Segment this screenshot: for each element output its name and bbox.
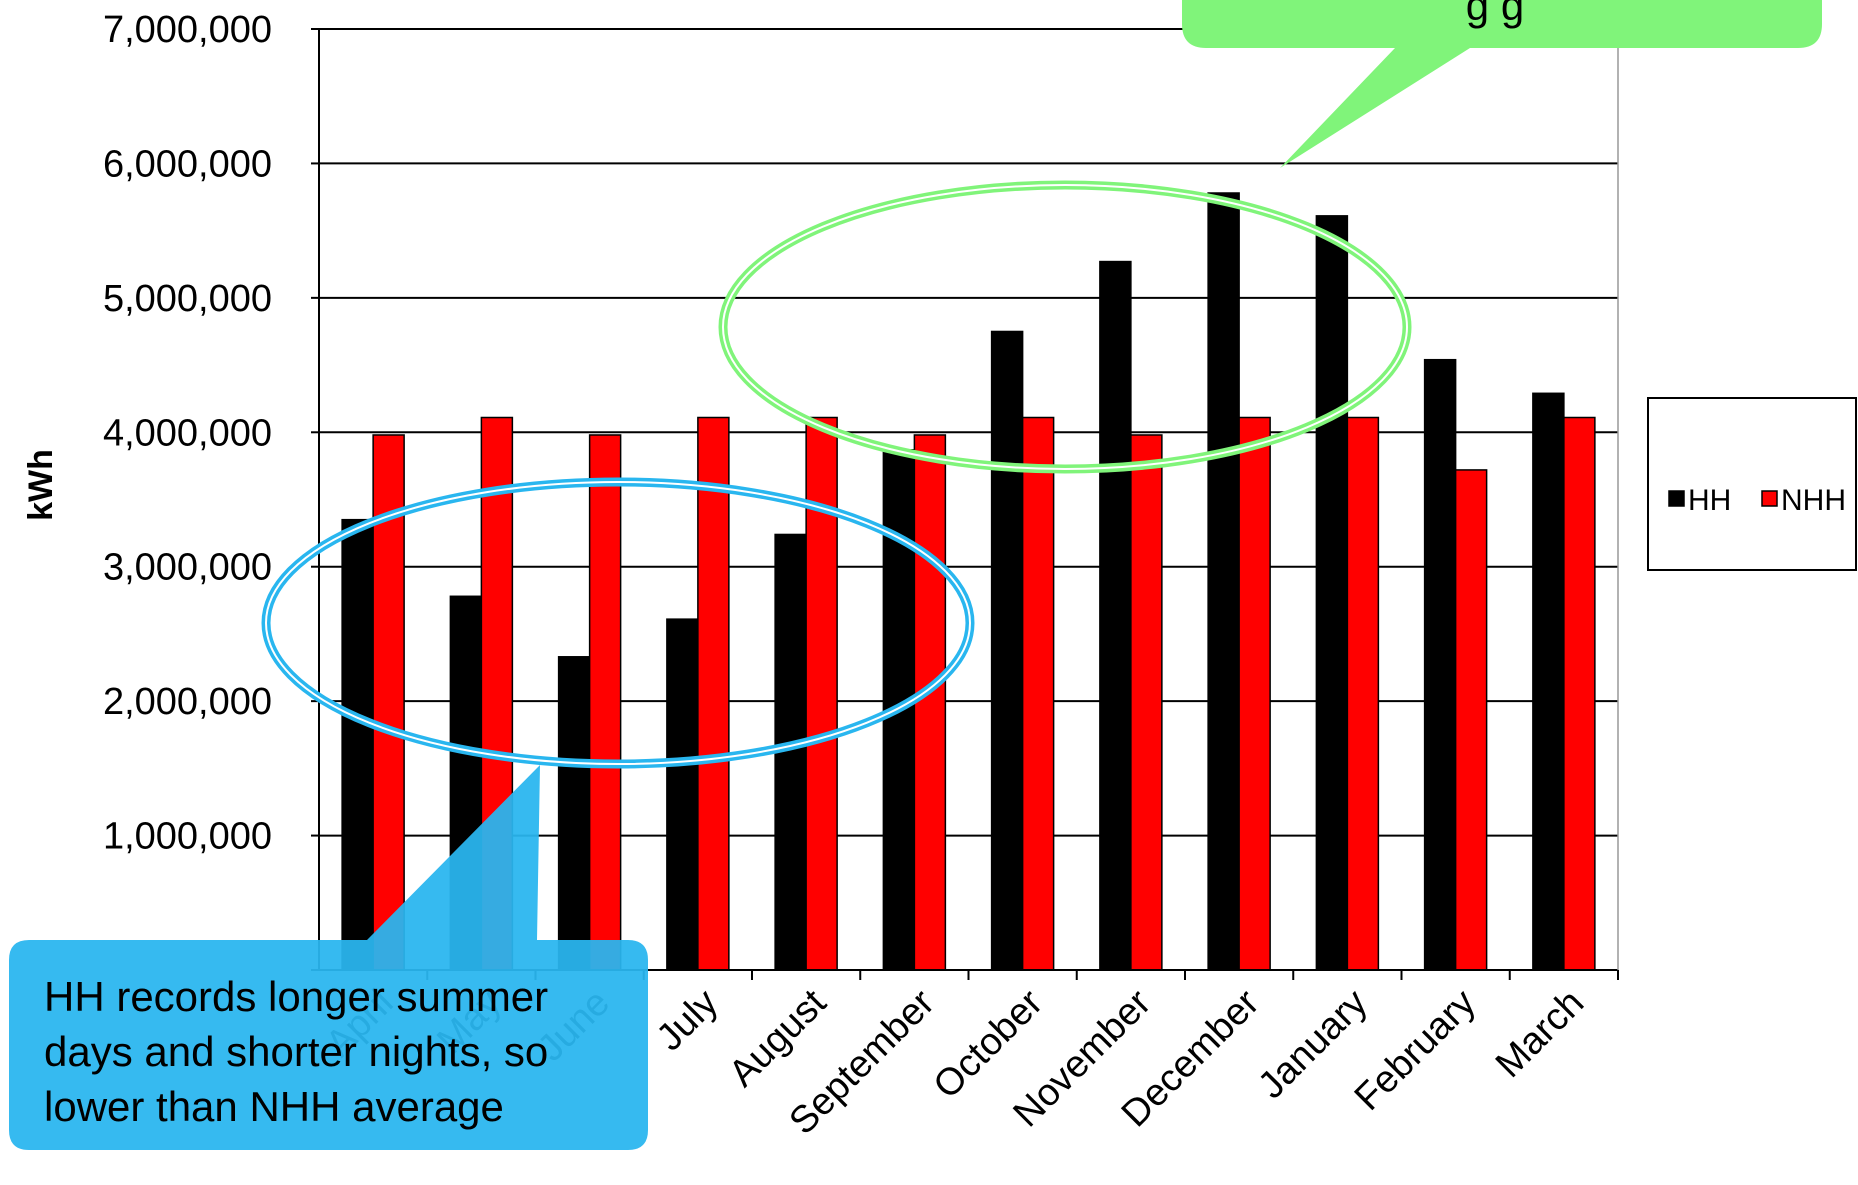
bar-nhh [1130,434,1163,971]
legend-label-hh: HH [1688,484,1731,517]
bar-hh [666,618,699,971]
legend: HH NHH [1647,397,1857,571]
bar-hh [990,330,1024,971]
bar-hh [1207,192,1240,971]
y-tick-label: 7,000,000 [103,9,272,51]
x-tick-label: July [649,982,726,1059]
bar-nhh [1346,416,1380,971]
bar-hh [1532,392,1565,971]
bar-hh [557,656,591,971]
bar-hh [774,533,807,971]
summer-callout-line-1: HH records longer summer [44,973,548,1020]
legend-swatch-nhh [1761,490,1778,507]
y-tick-label: 2,000,000 [103,681,272,723]
bar-nhh [1563,416,1596,971]
winter-annotation: g g [718,0,1822,474]
winter-highlight-ellipse-inner [722,184,1408,470]
y-tick-label: 6,000,000 [103,143,272,185]
y-tick-labels: 1,000,000 2,000,000 3,000,000 4,000,000 5,00… [103,9,272,858]
y-tick-label: 3,000,000 [103,547,272,589]
winter-callout-text: g g [1466,0,1524,29]
bar-nhh [1021,416,1055,971]
winter-callout [1182,0,1822,168]
summer-callout-line-2: days and shorter nights, so [44,1028,548,1075]
bar-hh [1099,260,1132,971]
summer-annotation: HH records longer summer days and shorte… [9,477,975,1150]
legend-label-nhh: NHH [1781,484,1846,517]
bar-nhh [588,434,622,971]
legend-swatch-hh [1668,490,1685,507]
bar-hh [341,518,374,971]
bar-nhh [697,416,730,971]
x-tick-label: March [1488,982,1592,1086]
bar-nhh [1454,469,1488,971]
winter-highlight-ellipse [718,180,1412,474]
y-tick-label: 4,000,000 [103,412,272,454]
x-tick-label: February [1347,982,1484,1119]
bar-nhh [1238,416,1271,971]
y-axis-title: kWh [22,449,60,521]
summer-callout [9,765,648,1150]
y-tick-label: 1,000,000 [103,816,272,858]
summer-callout-line-3: lower than NHH average [44,1083,504,1130]
bar-hh [1315,215,1349,971]
bar-nhh [913,434,947,971]
y-tick-label: 5,000,000 [103,278,272,320]
bar-hh [1423,358,1457,971]
legend-box [1647,397,1857,571]
summer-highlight-ellipse-inner [265,481,971,765]
